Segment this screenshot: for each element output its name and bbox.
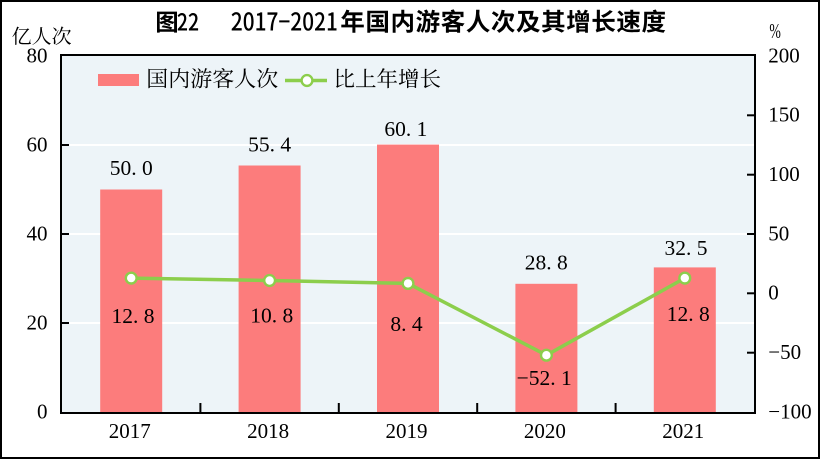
- svg-text:40: 40: [27, 221, 48, 245]
- svg-text:10. 8: 10. 8: [250, 304, 293, 328]
- svg-text:2020: 2020: [524, 419, 566, 443]
- svg-text:200: 200: [768, 43, 800, 67]
- svg-text:32. 5: 32. 5: [665, 236, 708, 260]
- svg-text:2018: 2018: [247, 419, 289, 443]
- svg-text:20: 20: [27, 310, 48, 334]
- svg-text:12. 8: 12. 8: [667, 302, 710, 326]
- svg-text:50. 0: 50. 0: [110, 156, 153, 180]
- svg-text:%: %: [769, 19, 781, 43]
- svg-text:−100: −100: [768, 399, 811, 423]
- svg-text:0: 0: [37, 399, 48, 423]
- svg-text:100: 100: [768, 162, 800, 186]
- svg-text:−52. 1: −52. 1: [517, 366, 572, 390]
- svg-text:80: 80: [27, 43, 48, 67]
- svg-text:8. 4: 8. 4: [390, 312, 423, 336]
- svg-text:60. 1: 60. 1: [384, 117, 427, 141]
- svg-text:55. 4: 55. 4: [248, 133, 291, 157]
- svg-text:60: 60: [27, 132, 48, 156]
- svg-text:2021: 2021: [662, 419, 704, 443]
- svg-text:12. 8: 12. 8: [112, 304, 155, 328]
- svg-text:−50: −50: [768, 340, 801, 364]
- svg-text:150: 150: [768, 103, 800, 127]
- svg-text:0: 0: [768, 281, 779, 305]
- svg-text:2019: 2019: [386, 419, 428, 443]
- svg-text:50: 50: [768, 221, 789, 245]
- svg-text:2017: 2017: [109, 419, 151, 443]
- svg-text:28. 8: 28. 8: [525, 250, 568, 274]
